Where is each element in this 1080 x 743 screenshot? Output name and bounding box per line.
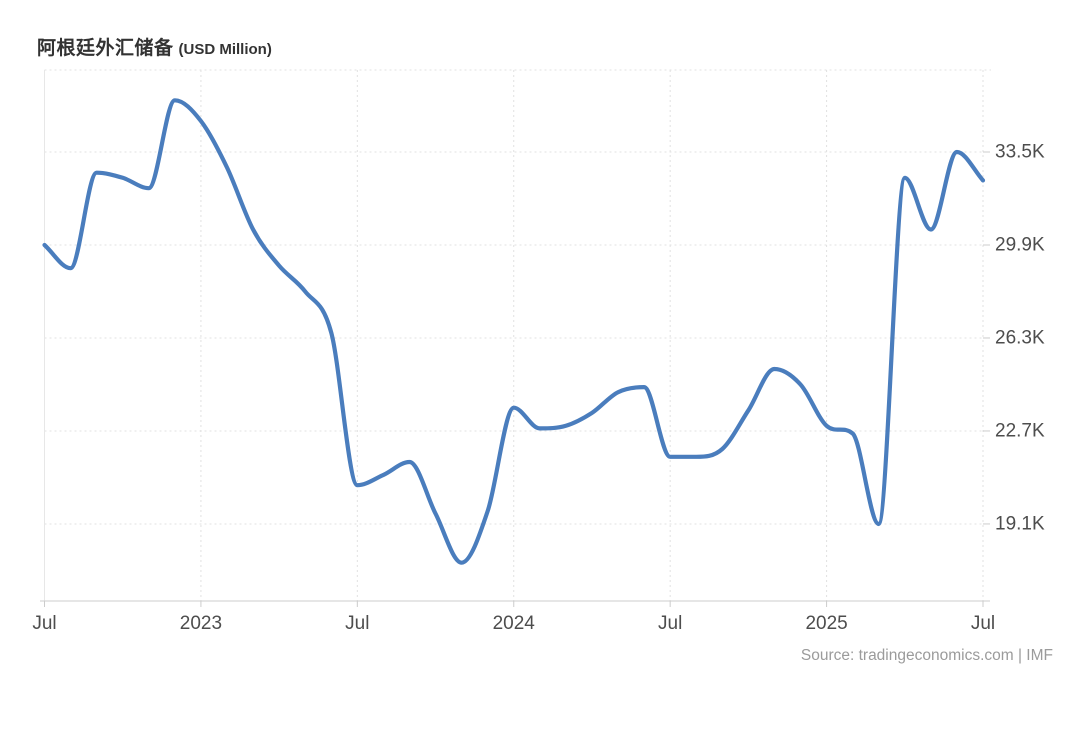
x-axis-label: Jul (32, 613, 56, 634)
chart-title-unit: (USD Million) (178, 41, 272, 58)
y-axis-label: 26.3K (995, 327, 1045, 348)
x-axis-label: Jul (345, 613, 369, 634)
x-axis-label: Jul (658, 613, 682, 634)
y-axis-label: 33.5K (995, 142, 1045, 163)
y-axis-labels: 33.5K 29.9K 26.3K 22.7K 19.1K (995, 142, 1045, 535)
axis-lines (40, 69, 991, 602)
vertical-gridlines (200, 70, 984, 601)
x-axis-label: 2024 (493, 613, 536, 634)
chart-title: 阿根廷外汇储备 (USD Million) (37, 33, 272, 60)
data-series (42, 98, 986, 565)
tick-marks (44, 151, 990, 607)
y-axis-label: 19.1K (995, 513, 1045, 534)
x-axis-label: 2025 (805, 613, 847, 634)
x-axis-labels: Jul 2023 Jul 2024 Jul 2025 Jul (32, 613, 995, 634)
y-axis-label: 29.9K (995, 234, 1045, 255)
x-axis-label: 2023 (180, 613, 222, 634)
horizontal-gridlines (44, 151, 983, 525)
y-axis-label: 22.7K (995, 420, 1045, 441)
series-line[interactable] (42, 98, 986, 565)
source-credit: Source: tradingeconomics.com | IMF (800, 647, 1053, 664)
chart-title-text: 阿根廷外汇储备 (37, 38, 174, 59)
x-axis-label: Jul (971, 613, 995, 634)
